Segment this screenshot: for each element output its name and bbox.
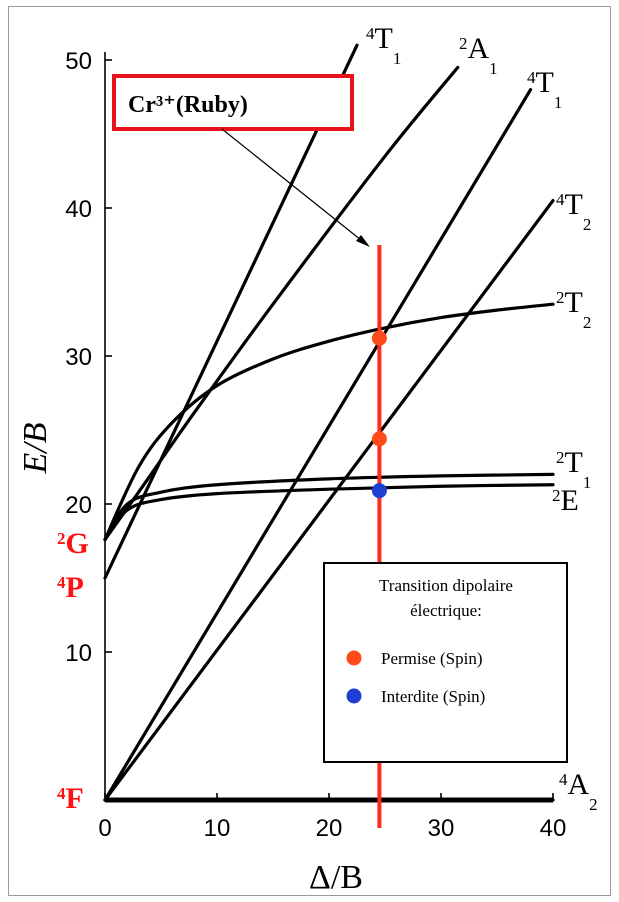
legend-title-line2: électrique:	[410, 601, 482, 620]
series-line-4T2-4	[103, 199, 555, 802]
series-label-2A1: 2A1	[459, 32, 498, 78]
free-ion-term-4F: 4F	[57, 782, 84, 815]
transition-point-allowed	[371, 431, 387, 447]
free-ion-term-2G: 2G	[57, 527, 89, 560]
series-line-4T1-5	[103, 88, 533, 802]
y-tick-label: 30	[65, 344, 92, 371]
legend-item-label: Interdite (Spin)	[381, 687, 485, 706]
series-line-2A1-6	[103, 65, 460, 542]
free-ion-term-4P: 4P	[57, 571, 84, 604]
series-label-2T1: 2T1	[556, 446, 591, 492]
x-tick-label: 30	[428, 815, 455, 842]
legend-title-line1: Transition dipolaire	[379, 576, 513, 595]
x-tick-label: 20	[316, 815, 343, 842]
series-label-4T1: 4T1	[366, 22, 401, 68]
series-label-4T2: 4T2	[556, 188, 591, 234]
x-tick-label: 0	[98, 815, 111, 842]
series-label-4T1: 4T1	[527, 66, 562, 112]
legend-item-label: Permise (Spin)	[381, 649, 483, 668]
x-axis-title: Δ/B	[309, 859, 363, 896]
callout-label: Cr³⁺(Ruby)	[128, 92, 248, 118]
x-tick-label: 40	[540, 815, 567, 842]
y-tick-label: 40	[65, 196, 92, 223]
y-axis-title: E/B	[17, 422, 54, 474]
legend-layer: Transition dipolaire électrique: Permise (…	[323, 562, 568, 763]
y-tick-label: 20	[65, 492, 92, 519]
y-tick-label: 50	[65, 48, 92, 75]
series-line-4T1-7	[103, 43, 359, 580]
series-line-2E-1	[103, 483, 555, 542]
series-label-2T2: 2T2	[556, 286, 591, 332]
series-label-2E: 2E	[552, 484, 579, 517]
callout-layer: Cr³⁺(Ruby)	[112, 74, 370, 247]
series-line-2T1-2	[103, 472, 555, 542]
legend-box	[323, 562, 568, 763]
callout-arrow-shaft	[221, 128, 367, 245]
callout-arrow-head	[356, 235, 370, 247]
transition-point-forbidden	[371, 483, 387, 499]
x-tick-label: 10	[204, 815, 231, 842]
y-tick-label: 10	[65, 640, 92, 667]
transition-point-allowed	[371, 330, 387, 346]
axes-layer: 10 20 30 40 50 0 10 20 30 40 Δ/B E/B	[17, 48, 566, 896]
series-line-2T2-3	[103, 302, 555, 542]
callout-box	[112, 74, 354, 131]
series-label-4A2: 4A2	[559, 768, 598, 814]
legend-marker-1	[346, 688, 362, 704]
legend-marker-0	[346, 650, 362, 666]
